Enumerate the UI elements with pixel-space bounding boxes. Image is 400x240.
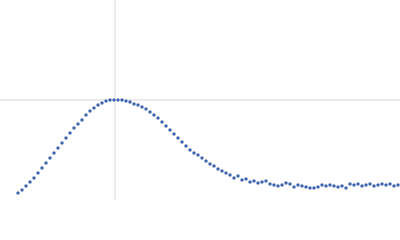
data-point	[300, 184, 304, 188]
data-point	[56, 146, 60, 150]
data-point	[168, 128, 172, 132]
data-point	[52, 151, 56, 155]
data-point	[80, 118, 84, 122]
data-point	[312, 186, 316, 190]
data-point	[36, 171, 40, 175]
data-point	[72, 126, 76, 130]
data-point	[232, 176, 236, 180]
data-point	[48, 156, 52, 160]
data-point	[68, 131, 72, 135]
data-point	[148, 110, 152, 114]
data-point	[104, 99, 108, 103]
data-point	[296, 183, 300, 187]
data-point	[392, 184, 396, 188]
data-point	[376, 183, 380, 187]
data-point	[204, 159, 208, 163]
data-point	[188, 148, 192, 152]
data-point	[236, 174, 240, 178]
data-point	[172, 132, 176, 136]
data-point	[32, 176, 36, 180]
data-point	[88, 109, 92, 113]
data-point	[384, 183, 388, 187]
data-point	[308, 186, 312, 190]
data-point	[96, 103, 100, 107]
data-point	[100, 101, 104, 105]
data-point	[292, 185, 296, 189]
data-point	[248, 180, 252, 184]
data-point	[260, 180, 264, 184]
data-point	[124, 99, 128, 103]
data-point	[272, 183, 276, 187]
data-point	[288, 182, 292, 186]
data-point	[388, 182, 392, 186]
data-point	[284, 181, 288, 185]
data-point	[304, 185, 308, 189]
data-point	[364, 183, 368, 187]
data-point	[140, 105, 144, 109]
data-point	[240, 178, 244, 182]
chart	[0, 0, 400, 200]
data-point	[356, 182, 360, 186]
data-point	[216, 167, 220, 171]
data-point	[180, 140, 184, 144]
data-point	[336, 185, 340, 189]
data-point	[340, 184, 344, 188]
data-point	[116, 98, 120, 102]
data-point	[84, 113, 88, 117]
data-point	[252, 179, 256, 183]
data-point	[64, 136, 68, 140]
data-point	[320, 183, 324, 187]
data-point	[352, 183, 356, 187]
data-point	[16, 191, 20, 195]
data-point	[24, 184, 28, 188]
data-point	[28, 180, 32, 184]
data-point	[328, 183, 332, 187]
data-point	[220, 169, 224, 173]
data-point	[132, 102, 136, 106]
data-point	[208, 162, 212, 166]
data-point	[164, 124, 168, 128]
data-point	[280, 183, 284, 187]
data-point	[152, 113, 156, 117]
data-point	[128, 100, 132, 104]
data-point	[224, 171, 228, 175]
data-point	[380, 182, 384, 186]
data-point	[316, 185, 320, 189]
data-point	[192, 151, 196, 155]
data-point	[368, 182, 372, 186]
data-point	[156, 116, 160, 120]
data-point	[324, 184, 328, 188]
data-point	[244, 177, 248, 181]
data-point	[20, 188, 24, 192]
data-point	[176, 136, 180, 140]
data-point	[372, 184, 376, 188]
data-point	[332, 184, 336, 188]
data-point	[348, 182, 352, 186]
data-point	[196, 153, 200, 157]
data-point	[40, 166, 44, 170]
data-point	[264, 179, 268, 183]
data-point	[120, 98, 124, 102]
data-point	[396, 183, 400, 187]
data-point	[76, 122, 80, 126]
data-point	[44, 161, 48, 165]
data-point	[112, 98, 116, 102]
data-point	[160, 120, 164, 124]
data-point	[184, 144, 188, 148]
data-point	[268, 182, 272, 186]
data-point	[256, 181, 260, 185]
data-point	[276, 184, 280, 188]
data-point	[60, 141, 64, 145]
data-point	[92, 106, 96, 110]
data-point	[108, 98, 112, 102]
data-point	[136, 103, 140, 107]
data-point	[200, 156, 204, 160]
data-point	[360, 184, 364, 188]
data-point	[228, 173, 232, 177]
data-point	[144, 107, 148, 111]
data-point	[212, 164, 216, 168]
data-point	[344, 186, 348, 190]
